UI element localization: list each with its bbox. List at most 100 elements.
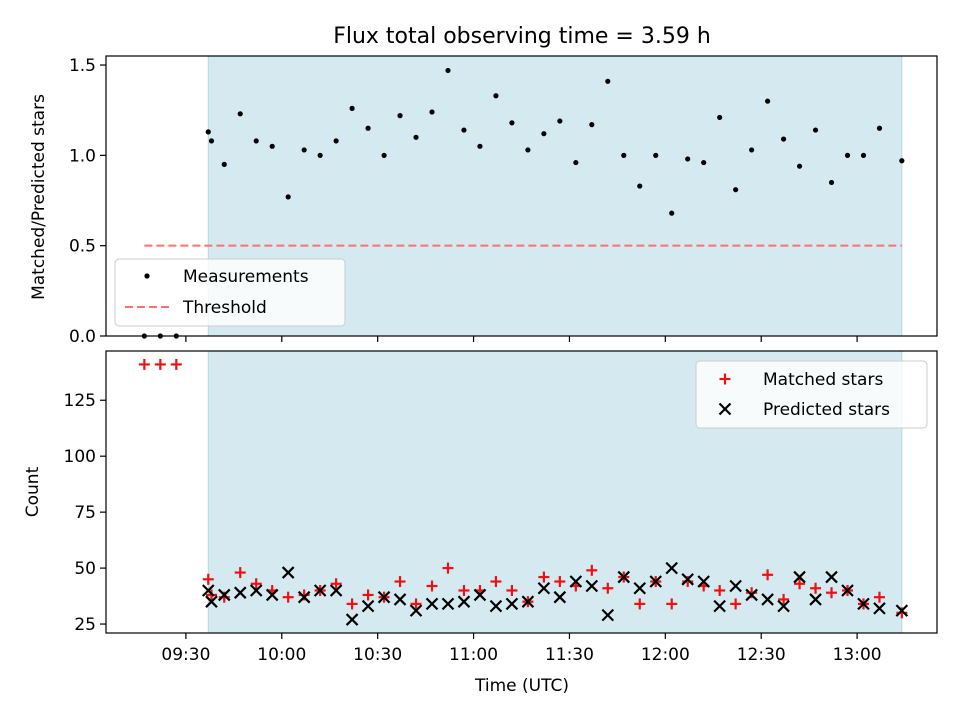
predicted-star-point [761,593,774,606]
x-tick-label: 11:00 [449,645,498,665]
predicted-star-point [777,599,790,613]
matched-star-point [730,598,742,610]
x-tick-label: 13:00 [833,645,882,665]
matched-star-point [442,562,454,574]
x-tick-label: 11:30 [545,645,594,665]
predicted-star-point [809,593,822,606]
matched-star-point [282,591,294,603]
count-y-tick-label: 125 [64,391,96,411]
ratio-legend-box [114,258,346,327]
x-tick-label: 12:00 [641,645,690,665]
matched-star-point [394,576,406,588]
predicted-star-point [585,579,599,593]
x-tick-label: 10:30 [353,645,402,665]
predicted-star-point [393,593,407,606]
matched-star-point [250,578,262,590]
matched-star-point [506,584,518,596]
matched-star-point [586,564,598,576]
x-tick-label: 12:30 [737,645,786,665]
measurement-point [237,111,243,117]
predicted-star-point [713,599,726,613]
legend-matched-plus [719,373,731,385]
x-tick-label: 09:30 [161,645,210,665]
predicted-star-point [409,604,423,617]
matched-star-point [634,598,646,610]
predicted-star-point [841,584,854,597]
count-y-tick-label: 100 [64,447,96,467]
ratio-y-tick-label: 1.5 [69,56,96,76]
count-y-axis-label: Count [23,466,43,517]
measurement-point [365,125,371,131]
predicted-star-point [297,590,311,604]
predicted-star-point [205,595,218,608]
predicted-star-point [537,581,551,595]
predicted-star-point [681,573,694,586]
predicted-star-point [377,590,391,604]
predicted-star-point [473,588,487,602]
measurement-point [221,161,227,167]
measurement-point [269,143,275,149]
measurement-point [685,156,691,162]
measurement-point [253,138,259,144]
predicted-star-point [697,575,710,588]
measurement-point [765,98,771,104]
matched-star-point [458,584,470,596]
count-y-tick-label: 75 [74,503,96,523]
legend-matched-label: Matched stars [763,370,883,390]
matched-star-point [538,571,550,583]
matched-star-point [602,582,614,594]
count-legend: Matched stars Predicted stars [695,360,928,429]
x-axis-label: Time (UTC) [474,676,569,696]
matched-star-point [810,582,822,594]
measurement-point [701,159,707,166]
measurement-point [669,210,675,216]
predicted-star-point [489,599,503,613]
predicted-star-point [441,597,455,611]
ratio-panel: 0.0 0.5 1.0 1.5 Matched/Predicted stars Mea… [29,55,938,347]
legend-predicted-label: Predicted stars [763,400,890,420]
ratio-y-tick-label: 1.0 [69,146,96,166]
predicted-star-point [617,570,631,584]
measurement-point [509,120,515,126]
predicted-star-point [601,608,615,622]
measurement-point [844,152,851,158]
matched-star-point [170,358,182,370]
measurement-point [605,78,611,84]
matched-star-point [826,587,838,599]
count-panel-frame [105,350,938,634]
measurement-point [828,179,835,186]
predicted-star-point [649,575,663,588]
predicted-star-point [873,602,886,615]
predicted-star-point [793,570,806,584]
predicted-star-point [665,561,678,575]
measurement-point [333,138,339,144]
predicted-star-point [201,584,215,597]
predicted-star-point [233,586,247,599]
count-y-tick-label: 50 [74,559,96,579]
measurement-point [381,152,387,158]
measurement-point [461,127,467,133]
matched-star-point [154,358,166,370]
matched-star-point [234,567,246,579]
predicted-star-point [425,597,439,611]
measurement-point [525,147,531,153]
matched-star-point [794,578,806,590]
measurement-point [349,105,355,111]
measurement-point [717,114,723,121]
measurement-point [573,159,579,166]
measurement-point [589,122,595,128]
matched-star-point [490,576,502,588]
measurement-point [733,187,739,193]
matched-star-point [714,584,726,596]
measurement-point [899,158,905,164]
matched-star-point [362,589,374,601]
legend-measurements-label: Measurements [183,267,309,287]
predicted-star-point [217,588,231,602]
predicted-star-point [633,581,647,595]
predicted-star-point [569,575,583,588]
predicted-star-point [895,604,909,617]
measurement-point [413,134,419,140]
measurement-point [317,152,323,158]
measurement-point [208,138,215,144]
